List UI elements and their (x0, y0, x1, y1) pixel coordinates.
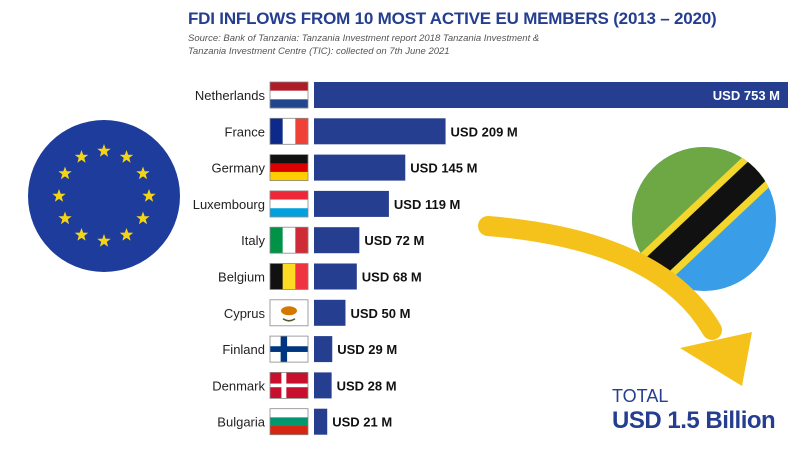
eu-star-icon (58, 166, 72, 180)
total-value: USD 1.5 Billion (612, 407, 776, 434)
yellow-curved-arrow-icon (478, 216, 752, 386)
country-label: Cyprus (224, 306, 266, 321)
cyprus-flag-icon (269, 299, 309, 327)
eu-star-icon (136, 211, 150, 225)
eu-flag-circle-icon (28, 120, 180, 272)
bar-row: Italy (241, 233, 265, 248)
bar-value-label: USD 145 M (410, 161, 477, 176)
bar-row: France (225, 124, 265, 139)
eu-star-icon (119, 150, 134, 163)
italy-flag-icon (269, 226, 309, 254)
bar-value-label: USD 119 M (394, 197, 460, 212)
bar (314, 82, 788, 108)
bar-value-label: USD 68 M (362, 270, 422, 285)
bar-value-label: USD 21 M (332, 415, 392, 430)
bar-value-label: USD 72 M (364, 233, 424, 248)
bar-row: Belgium (218, 270, 265, 285)
total-label: TOTAL (612, 386, 669, 406)
luxembourg-flag-icon (269, 190, 309, 218)
finland-flag-icon (269, 335, 309, 363)
france-flag-icon (269, 117, 309, 145)
chart-title: FDI INFLOWS FROM 10 MOST ACTIVE EU MEMBE… (188, 9, 717, 28)
country-label: Netherlands (195, 88, 266, 103)
eu-star-icon (136, 166, 150, 180)
bar (314, 372, 332, 399)
denmark-flag-icon (269, 371, 309, 399)
source-line-1: Source: Bank of Tanzania: Tanzania Inves… (188, 33, 540, 44)
country-label: Bulgaria (217, 415, 265, 430)
bar (314, 263, 357, 290)
belgium-flag-icon (269, 263, 309, 290)
country-label: Belgium (218, 270, 265, 285)
chart-source: Source: Bank of Tanzania: Tanzania Inves… (188, 32, 608, 58)
bar (314, 190, 389, 217)
eu-star-icon (142, 189, 156, 202)
bar-row: Luxembourg (193, 197, 265, 212)
eu-star-icon (74, 228, 89, 241)
source-line-2: Tanzania Investment Centre (TIC): collec… (188, 46, 450, 57)
bar-row: Cyprus (224, 306, 266, 321)
eu-star-icon (97, 144, 111, 157)
bar-value-label: USD 753 M (713, 88, 780, 103)
country-label: France (225, 124, 265, 139)
country-label: Denmark (212, 378, 265, 393)
bar (314, 299, 346, 326)
bar (314, 408, 328, 435)
bar (314, 118, 446, 145)
bar-row: Denmark (212, 378, 265, 393)
bar (314, 336, 333, 363)
eu-star-icon (74, 150, 89, 163)
bar (314, 154, 406, 181)
country-label: Luxembourg (193, 197, 265, 212)
bar-value-label: USD 209 M (451, 124, 518, 139)
bar (314, 227, 360, 254)
country-label: Germany (212, 161, 266, 176)
bar-row: Netherlands (195, 88, 266, 103)
country-label: Italy (241, 233, 265, 248)
eu-star-icon (119, 228, 134, 241)
bar-row: Bulgaria (217, 415, 265, 430)
country-label: Finland (222, 342, 265, 357)
eu-star-icon (58, 211, 72, 225)
bar-value-label: USD 50 M (350, 306, 410, 321)
netherlands-flag-icon (269, 81, 309, 109)
bar-row: Finland (222, 342, 265, 357)
bar-value-label: USD 28 M (337, 378, 397, 393)
bulgaria-flag-icon (269, 408, 309, 436)
eu-star-icon (52, 189, 66, 202)
bar-row: Germany (212, 161, 266, 176)
bar-value-label: USD 29 M (337, 342, 397, 357)
eu-star-icon (97, 234, 111, 247)
germany-flag-icon (269, 154, 309, 182)
